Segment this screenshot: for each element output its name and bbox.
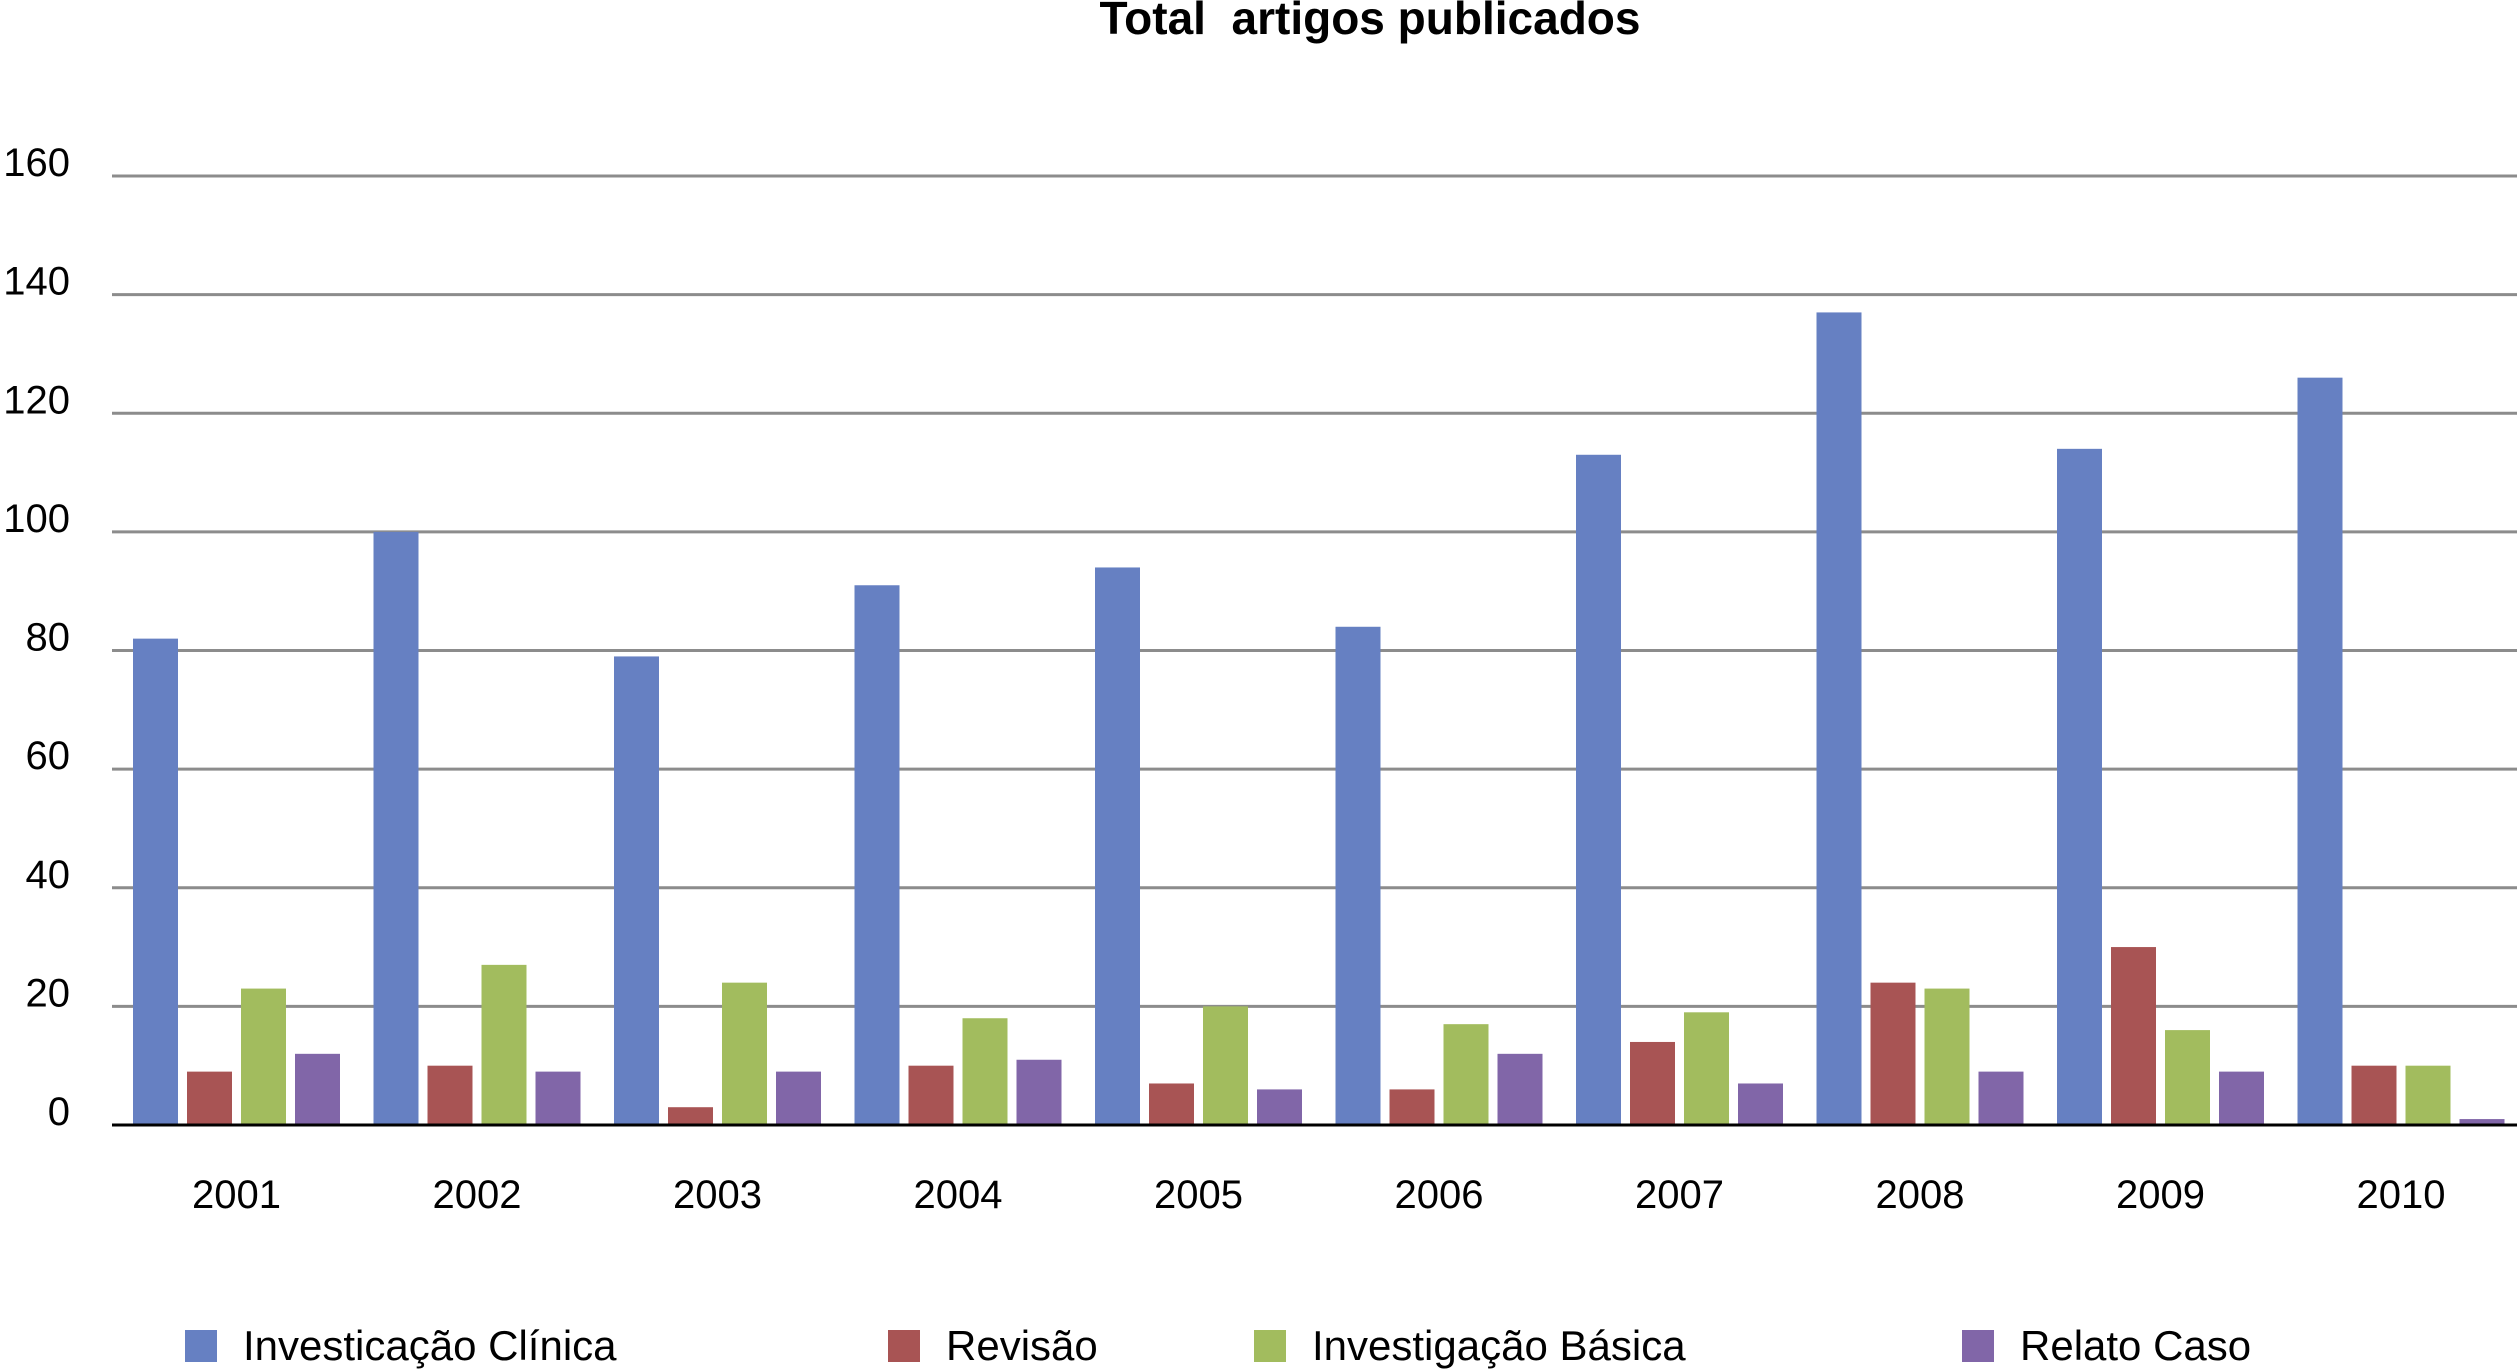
bar-2003-series-0 — [614, 656, 659, 1125]
legend-label: Relato Caso — [2020, 1322, 2251, 1369]
bar-2009-series-3 — [2219, 1071, 2264, 1125]
x-tick-label: 2005 — [1154, 1173, 1243, 1217]
x-tick-label: 2009 — [2116, 1173, 2205, 1217]
bar-2004-series-0 — [854, 585, 900, 1125]
bar-2007-series-1 — [1630, 1041, 1675, 1125]
bar-2005-series-2 — [1203, 1006, 1248, 1125]
legend-label: Investigação Básica — [1312, 1322, 1686, 1369]
gridlines — [112, 174, 2517, 1008]
bar-2010-series-0 — [2297, 377, 2343, 1126]
chart-title: Total artigos publicados — [1100, 0, 1641, 44]
bar-2005-series-3 — [1257, 1089, 1302, 1125]
legend: Investicação Clínica Revisão Investigação … — [185, 1322, 2251, 1369]
y-axis-ticks: 0 20 40 60 80 100 120 140 160 — [3, 141, 70, 1134]
bar-2003-series-2 — [722, 982, 767, 1125]
x-tick-label: 2004 — [914, 1173, 1003, 1217]
legend-swatch — [888, 1330, 920, 1362]
x-tick-label: 2006 — [1395, 1173, 1484, 1217]
bar-2007-series-0 — [1576, 454, 1621, 1125]
bar-2009-series-0 — [2057, 448, 2102, 1125]
bar-2009-series-1 — [2111, 947, 2156, 1125]
x-tick-label: 2001 — [192, 1173, 281, 1217]
x-tick-label: 2008 — [1876, 1173, 1965, 1217]
x-axis-labels: 2001 2002 2003 2004 2005 2006 2007 2008 2009 2010 — [192, 1173, 2445, 1217]
bar-2004-series-1 — [908, 1065, 954, 1125]
bar-2008-series-3 — [1978, 1071, 2024, 1125]
y-tick-label: 140 — [3, 260, 70, 304]
y-tick-label: 160 — [3, 141, 70, 185]
legend-swatch — [1962, 1330, 1994, 1362]
bar-2002-series-0 — [373, 531, 419, 1125]
legend-swatch — [1254, 1330, 1286, 1362]
bar-2002-series-3 — [535, 1071, 581, 1125]
bar-2004-series-3 — [1016, 1059, 1062, 1125]
y-tick-label: 20 — [26, 971, 71, 1015]
bar-2001-series-2 — [241, 988, 286, 1125]
bar-2005-series-1 — [1149, 1083, 1194, 1125]
bar-2003-series-1 — [668, 1107, 713, 1125]
bar-2007-series-3 — [1738, 1083, 1783, 1125]
y-tick-label: 0 — [48, 1090, 70, 1134]
bar-2001-series-1 — [187, 1071, 232, 1125]
y-tick-label: 100 — [3, 497, 70, 541]
bar-2006-series-1 — [1389, 1089, 1435, 1125]
bar-2002-series-2 — [481, 964, 527, 1125]
bar-2008-series-1 — [1870, 982, 1916, 1125]
bar-2010-series-2 — [2405, 1065, 2451, 1125]
x-tick-label: 2007 — [1635, 1173, 1724, 1217]
bar-2003-series-3 — [776, 1071, 821, 1125]
legend-swatch — [185, 1330, 217, 1362]
bar-2008-series-2 — [1924, 988, 1970, 1125]
x-tick-label: 2003 — [673, 1173, 762, 1217]
y-tick-label: 80 — [26, 616, 71, 660]
y-tick-label: 60 — [26, 734, 71, 778]
legend-label: Revisão — [946, 1322, 1098, 1369]
bar-2006-series-0 — [1335, 626, 1381, 1125]
bar-2001-series-3 — [295, 1053, 340, 1125]
x-tick-label: 2002 — [433, 1173, 522, 1217]
y-tick-label: 120 — [3, 378, 70, 422]
bar-2010-series-3 — [2459, 1119, 2505, 1125]
x-tick-label: 2010 — [2357, 1173, 2446, 1217]
bars — [133, 312, 2505, 1126]
legend-label: Investicação Clínica — [243, 1322, 617, 1369]
y-tick-label: 40 — [26, 853, 71, 897]
bar-2001-series-0 — [133, 638, 178, 1125]
bar-2002-series-1 — [427, 1065, 473, 1125]
bar-2007-series-2 — [1684, 1012, 1729, 1125]
bar-2008-series-0 — [1816, 312, 1862, 1125]
bar-2009-series-2 — [2165, 1030, 2210, 1125]
bar-2010-series-1 — [2351, 1065, 2397, 1125]
bar-2004-series-2 — [962, 1018, 1008, 1125]
bar-2006-series-3 — [1497, 1053, 1543, 1125]
bar-2005-series-0 — [1095, 567, 1140, 1125]
bar-2006-series-2 — [1443, 1024, 1489, 1125]
